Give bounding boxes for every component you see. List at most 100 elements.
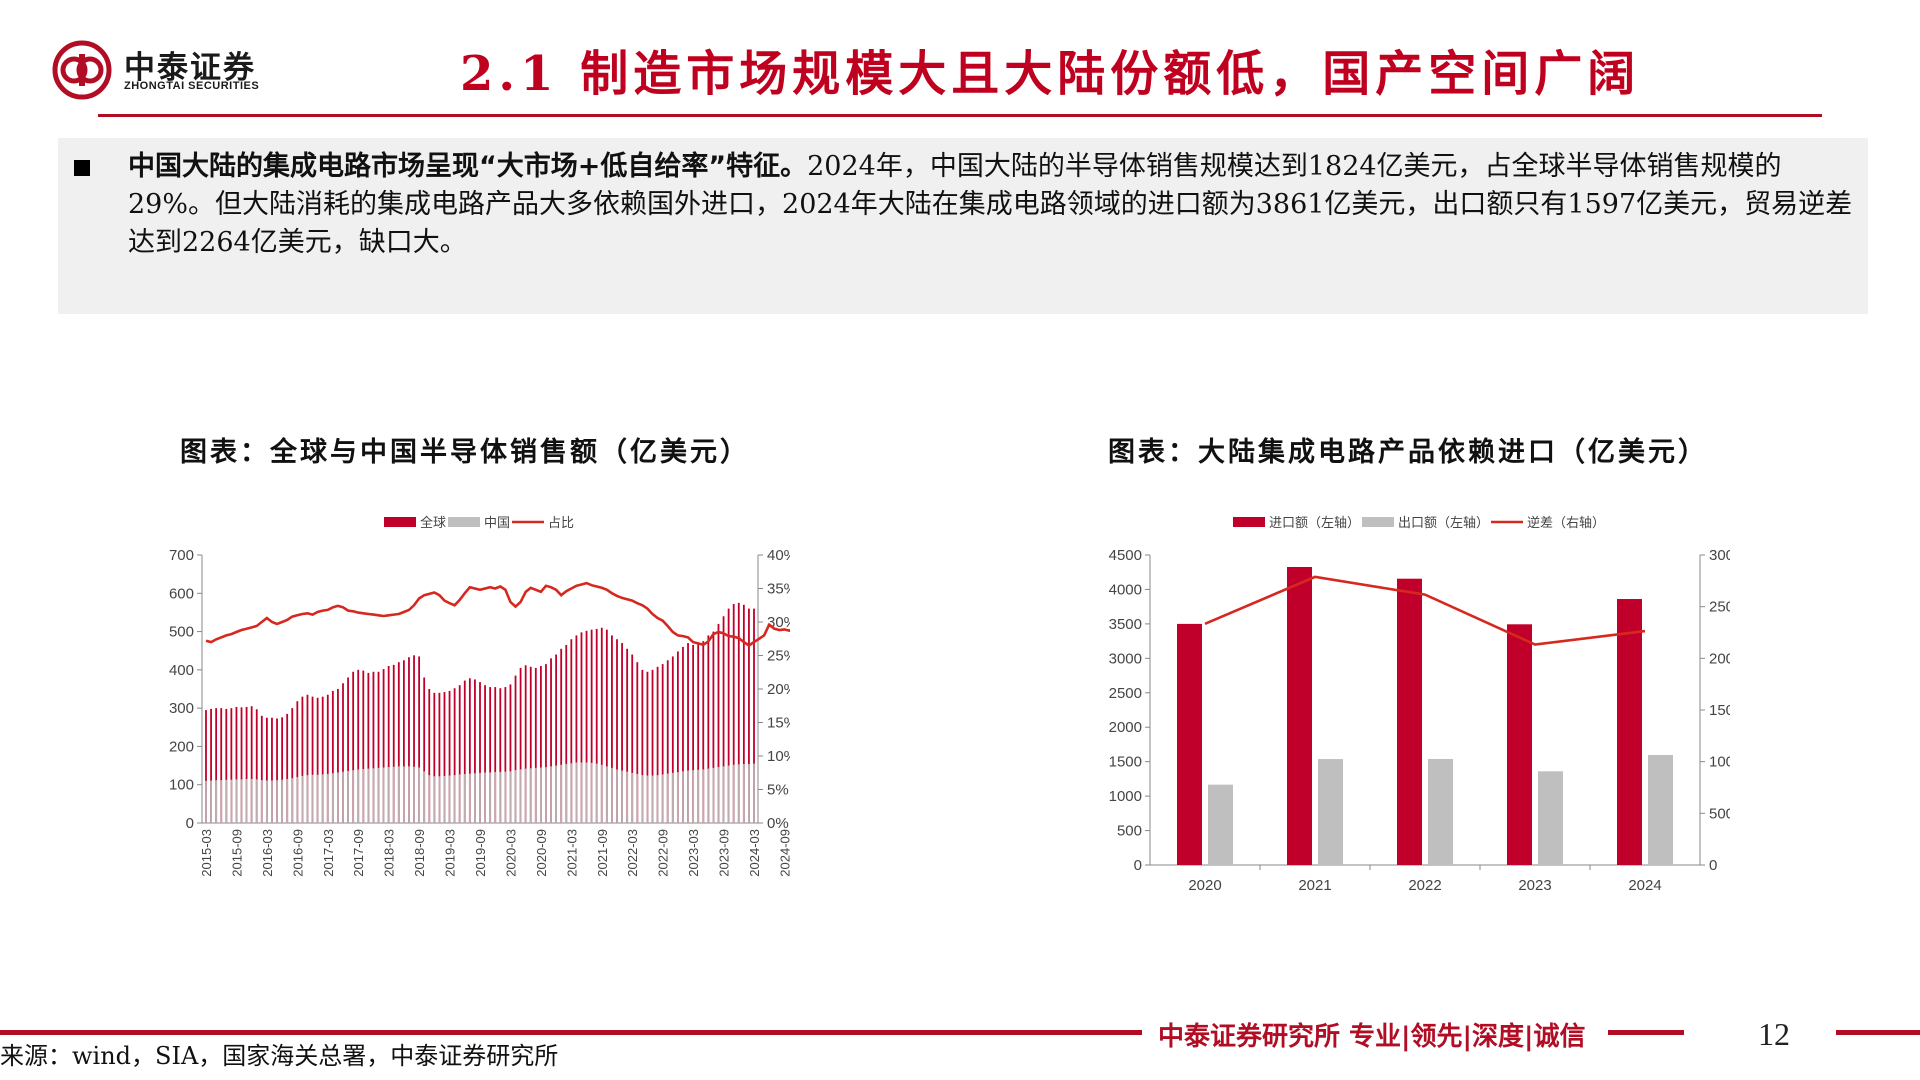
- global-bar: [372, 671, 375, 823]
- china-bar: [377, 767, 380, 823]
- footer-brand: 中泰证券研究所 专业|领先|深度|诚信: [1158, 1022, 1586, 1052]
- global-bar: [377, 671, 380, 823]
- global-bar: [737, 602, 740, 823]
- import-bar: [1287, 566, 1312, 865]
- y-tick-label-left: 2500: [1109, 685, 1142, 702]
- china-bar: [468, 773, 471, 823]
- y-tick-label-left: 500: [169, 624, 194, 641]
- summary-paragraph: 中国大陆的集成电路市场呈现“大市场+低自给率”特征。2024年，中国大陆的半导体…: [128, 148, 1856, 262]
- y-tick-label-left: 200: [169, 738, 194, 755]
- global-bar: [636, 662, 639, 823]
- china-bar: [372, 768, 375, 823]
- china-bar: [555, 765, 558, 823]
- y-tick-label-left: 400: [169, 662, 194, 679]
- global-bar: [402, 660, 405, 823]
- y-tick-label-left: 2000: [1109, 719, 1142, 736]
- china-bar: [240, 779, 243, 823]
- y-tick-label-right: 40%: [767, 547, 790, 564]
- y-tick-label-right: 2000: [1709, 650, 1730, 667]
- china-bar: [646, 775, 649, 823]
- global-china-sales-chart: 全球 中国 占比 0 100 200 300 400 500 600 700 0% 5% 10% 15% 20…: [169, 515, 790, 877]
- x-tick-label: 2020-03: [503, 829, 518, 877]
- global-bar: [539, 666, 542, 823]
- global-bar: [291, 708, 294, 823]
- global-bar: [570, 639, 573, 823]
- global-bar: [742, 604, 745, 823]
- y-tick-label-left: 3500: [1109, 616, 1142, 633]
- global-bar: [245, 706, 248, 823]
- import-bar: [1507, 624, 1532, 865]
- china-bar: [631, 772, 634, 823]
- legend-label-1: 出口额（左轴）: [1398, 515, 1489, 530]
- global-bar: [722, 616, 725, 823]
- china-bar: [271, 780, 273, 823]
- global-bar: [595, 628, 598, 823]
- x-tick-label: 2017-09: [351, 829, 366, 877]
- legend-swatch-0: [1233, 517, 1265, 527]
- global-bar: [671, 656, 674, 823]
- china-bar: [265, 780, 268, 823]
- global-bar: [484, 685, 486, 823]
- x-tick-label: 2024: [1628, 877, 1661, 894]
- x-tick-label: 2016-09: [290, 829, 305, 877]
- import-bar: [1617, 599, 1642, 865]
- china-bar: [463, 773, 466, 823]
- y-tick-label-right: 10%: [767, 748, 790, 765]
- china-bar: [331, 773, 334, 823]
- global-bar: [382, 669, 385, 823]
- china-bar: [337, 772, 339, 823]
- china-bar: [514, 770, 517, 823]
- china-bar: [519, 769, 522, 823]
- global-bar: [753, 608, 755, 823]
- china-bar: [702, 769, 705, 823]
- china-bar: [661, 774, 664, 823]
- global-bar: [423, 677, 426, 823]
- x-tick-label: 2018-03: [382, 829, 397, 877]
- china-bar: [499, 772, 502, 823]
- global-bar: [225, 708, 228, 823]
- global-bar: [235, 706, 238, 823]
- china-bar: [509, 771, 512, 823]
- global-bar: [210, 708, 212, 823]
- china-bar: [529, 768, 532, 823]
- global-bar: [352, 671, 355, 823]
- y-tick-label-left: 600: [169, 585, 194, 602]
- global-bar: [215, 708, 218, 823]
- export-bar: [1318, 759, 1343, 865]
- global-bar: [367, 672, 370, 823]
- china-bar: [666, 773, 669, 823]
- china-bar: [539, 767, 542, 823]
- global-bar: [560, 648, 563, 823]
- china-bar: [651, 775, 654, 823]
- zhongtai-logo-icon: [52, 40, 112, 100]
- global-bar: [220, 708, 223, 823]
- global-bar: [453, 688, 456, 823]
- china-bar: [565, 764, 568, 823]
- global-bar: [271, 717, 273, 823]
- china-bar: [362, 769, 365, 823]
- china-bar: [291, 778, 294, 823]
- china-bar: [413, 766, 415, 823]
- y-tick-label-right: 5%: [767, 782, 789, 799]
- y-tick-label-left: 1500: [1109, 754, 1142, 771]
- china-bar: [397, 766, 400, 823]
- china-bar: [600, 764, 603, 823]
- china-bar: [443, 775, 446, 823]
- china-bar: [753, 763, 755, 823]
- global-bar: [499, 688, 502, 823]
- china-bar: [402, 766, 405, 823]
- china-bar: [692, 770, 695, 823]
- global-bar: [489, 687, 492, 823]
- china-bar: [717, 767, 720, 823]
- x-tick-label: 2019-03: [443, 829, 458, 877]
- global-bar: [387, 666, 390, 823]
- china-bar: [408, 766, 410, 823]
- y-tick-label-right: 2500: [1709, 599, 1730, 616]
- y-tick-label-left: 500: [1117, 823, 1142, 840]
- y-tick-label-right: 25%: [767, 648, 790, 665]
- global-bar: [641, 669, 644, 823]
- china-bar: [230, 779, 233, 823]
- footer-rule-left: [0, 1030, 1142, 1035]
- global-bar: [316, 697, 319, 823]
- china-bar: [316, 774, 319, 823]
